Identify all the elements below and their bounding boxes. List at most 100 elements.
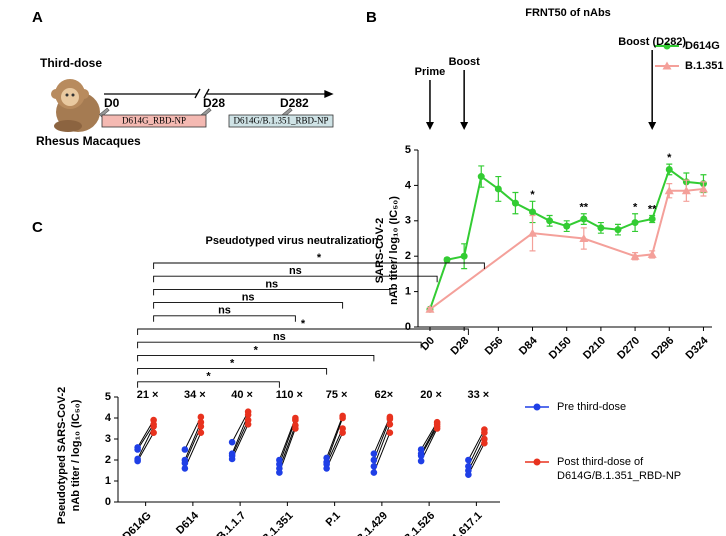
comparison-bracket bbox=[153, 288, 391, 296]
comparison-label: * bbox=[254, 344, 259, 356]
significance-label: ** bbox=[580, 202, 589, 214]
data-point bbox=[647, 249, 657, 258]
data-point bbox=[244, 411, 252, 419]
y-tick-label: 5 bbox=[105, 391, 111, 403]
y-tick-label: 0 bbox=[405, 321, 411, 333]
legend-label: B.1.351 bbox=[685, 60, 724, 72]
data-point bbox=[477, 173, 485, 181]
data-point bbox=[433, 425, 441, 432]
comparison-bracket bbox=[137, 381, 280, 388]
data-point bbox=[494, 185, 502, 193]
immunogen-label: D614G_RBD-NP bbox=[122, 116, 186, 126]
comparison-bracket bbox=[137, 354, 375, 362]
y-axis-label: SARS-CoV-2 bbox=[374, 218, 386, 283]
data-point bbox=[630, 251, 640, 260]
y-tick-label: 3 bbox=[405, 215, 411, 227]
fold-label: 20 × bbox=[420, 389, 442, 401]
data-point bbox=[181, 465, 189, 472]
fold-label: 33 × bbox=[468, 389, 490, 401]
arrow-head bbox=[460, 122, 469, 130]
data-point bbox=[614, 226, 622, 234]
data-point bbox=[386, 415, 394, 423]
legend-marker bbox=[662, 61, 672, 70]
legend-marker bbox=[533, 458, 541, 466]
data-point bbox=[339, 429, 346, 437]
data-point bbox=[150, 429, 157, 437]
significance-label: ** bbox=[648, 203, 657, 215]
fold-label: 21 × bbox=[137, 389, 159, 401]
data-point bbox=[665, 165, 673, 173]
panel-label: A bbox=[32, 9, 43, 26]
data-point bbox=[292, 416, 299, 424]
data-point bbox=[197, 413, 205, 421]
comparison-label: ns bbox=[289, 265, 302, 277]
data-point bbox=[244, 421, 252, 428]
y-tick-label: 5 bbox=[405, 144, 411, 156]
immunogen-box bbox=[228, 114, 334, 128]
comparison-bracket bbox=[153, 315, 296, 322]
fold-label: 62× bbox=[375, 389, 394, 401]
x-tick-label: D296 bbox=[649, 335, 676, 362]
x-tick-label: D270 bbox=[615, 335, 642, 362]
y-axis-label: nAb titer / log₁₀ (IC₅₀) bbox=[70, 399, 82, 511]
data-point bbox=[339, 414, 346, 422]
x-tick-label: D210 bbox=[581, 335, 608, 362]
comparison-label: * bbox=[206, 371, 211, 383]
monkey-icon bbox=[51, 79, 100, 132]
data-point bbox=[681, 186, 691, 195]
fold-label: 110 × bbox=[276, 389, 303, 401]
x-tick-label: D614G bbox=[121, 510, 154, 536]
y-tick-label: 4 bbox=[105, 412, 112, 424]
data-point bbox=[631, 219, 639, 227]
data-point bbox=[528, 228, 538, 237]
data-point bbox=[134, 446, 141, 453]
data-point bbox=[664, 186, 674, 195]
y-tick-label: 2 bbox=[405, 250, 411, 262]
data-point bbox=[370, 469, 378, 476]
legend-marker bbox=[663, 42, 671, 50]
y-tick-label: 3 bbox=[105, 433, 111, 445]
x-tick-label: D614 bbox=[174, 509, 202, 536]
data-point bbox=[597, 224, 605, 232]
data-point bbox=[465, 456, 472, 464]
data-point bbox=[417, 457, 425, 465]
data-point bbox=[197, 423, 205, 430]
data-point bbox=[150, 423, 157, 430]
pair-line bbox=[184, 422, 202, 461]
data-point bbox=[181, 459, 189, 467]
comparison-label: ns bbox=[242, 292, 255, 304]
data-point bbox=[425, 304, 435, 313]
fold-label: 40 × bbox=[231, 389, 253, 401]
data-point bbox=[563, 222, 571, 230]
subject: Rhesus Macaques bbox=[36, 134, 141, 148]
x-tick-label: D84 bbox=[517, 334, 540, 357]
immunogen-box bbox=[101, 114, 207, 128]
data-point bbox=[481, 429, 488, 437]
y-axis-label: nAb titer/ log₁₀ (IC₅₀) bbox=[388, 196, 400, 305]
data-point bbox=[292, 425, 299, 432]
panel-label: C bbox=[32, 219, 43, 236]
comparison-bracket bbox=[153, 275, 438, 283]
series-line bbox=[429, 187, 704, 311]
y-tick-label: 0 bbox=[105, 496, 111, 508]
x-tick-label: B.1.351 bbox=[260, 510, 296, 536]
significance-label: * bbox=[633, 202, 638, 214]
data-point bbox=[276, 469, 283, 476]
data-point bbox=[181, 446, 189, 453]
data-point bbox=[465, 471, 472, 479]
heading: Third-dose bbox=[40, 56, 102, 70]
fold-label: 75 × bbox=[326, 389, 348, 401]
x-tick-label: B.1.1.7 bbox=[215, 510, 249, 536]
data-point bbox=[579, 234, 589, 242]
data-point bbox=[386, 421, 394, 428]
comparison-label: * bbox=[301, 318, 306, 330]
data-point bbox=[511, 199, 519, 207]
data-point bbox=[443, 256, 451, 264]
y-tick-label: 4 bbox=[405, 179, 412, 191]
timepoint: D0 bbox=[104, 96, 120, 110]
y-tick-label: 1 bbox=[105, 475, 111, 487]
data-point bbox=[580, 215, 588, 223]
legend-label: Post third-dose of D614G/B.1.351_RBD-NP bbox=[557, 456, 682, 482]
data-point bbox=[228, 455, 236, 463]
comparison-bracket bbox=[137, 328, 469, 335]
